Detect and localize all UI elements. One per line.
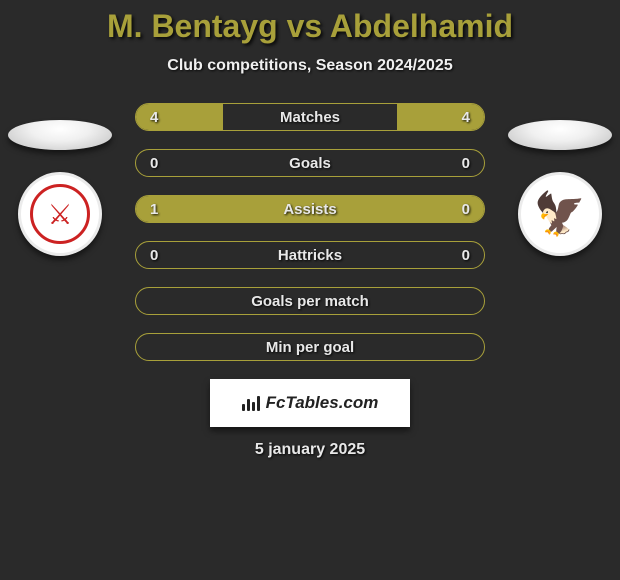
comparison-card: M. Bentayg vs Abdelhamid Club competitio…: [0, 0, 620, 500]
date-text: 5 january 2025: [255, 441, 365, 459]
stat-row: 4 Matches 4: [135, 103, 485, 131]
stat-left-value: 0: [150, 155, 158, 172]
stat-row: Min per goal: [135, 333, 485, 361]
player-left-stack: ⚔: [0, 120, 120, 256]
stat-label: Min per goal: [136, 339, 484, 356]
stat-row: 1 Assists 0: [135, 195, 485, 223]
page-title: M. Bentayg vs Abdelhamid: [107, 8, 513, 45]
player-right-stack: 🦅: [500, 120, 620, 256]
stat-left-value: 4: [150, 109, 158, 126]
player-left-silhouette: [8, 120, 112, 150]
stat-right-value: 4: [462, 109, 470, 126]
player-right-silhouette: [508, 120, 612, 150]
stat-fill-right: [397, 104, 484, 130]
archer-icon: ⚔: [30, 184, 90, 244]
player-right-crest: 🦅: [518, 172, 602, 256]
stat-right-value: 0: [462, 155, 470, 172]
subtitle: Club competitions, Season 2024/2025: [167, 57, 452, 75]
player-left-crest: ⚔: [18, 172, 102, 256]
stat-right-value: 0: [462, 247, 470, 264]
brand-link[interactable]: FcTables.com: [210, 379, 410, 427]
chart-icon: [242, 396, 260, 411]
stat-row: 0 Goals 0: [135, 149, 485, 177]
eagle-icon: 🦅: [534, 190, 586, 239]
stat-row: 0 Hattricks 0: [135, 241, 485, 269]
stat-row: Goals per match: [135, 287, 485, 315]
brand-text: FcTables.com: [266, 393, 379, 413]
stat-left-value: 1: [150, 201, 158, 218]
stat-left-value: 0: [150, 247, 158, 264]
stat-label: Goals: [136, 155, 484, 172]
stat-label: Hattricks: [136, 247, 484, 264]
stat-right-value: 0: [462, 201, 470, 218]
stat-label: Goals per match: [136, 293, 484, 310]
stat-fill-left: [136, 196, 484, 222]
